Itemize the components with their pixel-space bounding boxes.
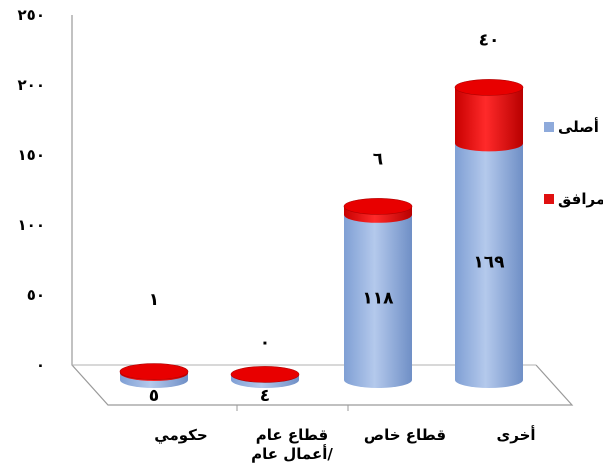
x-category-label-line: حكومي	[154, 426, 207, 444]
bar-top-cap	[454, 79, 524, 96]
category-labels: حكومي قطاع عام/أعمال عام قطاع خاص أخرى	[154, 425, 535, 463]
bar-top-cap	[230, 366, 300, 383]
x-category-label: قطاع عام/أعمال عام	[251, 426, 333, 463]
y-tick-label: ٢٥٠	[18, 6, 45, 24]
y-tick-label: ١٠٠	[18, 216, 45, 234]
y-tick-label: ٢٠٠	[18, 76, 45, 94]
legend-swatch	[544, 194, 554, 204]
data-label-original: ١١٨	[362, 288, 394, 308]
bar-stack	[119, 363, 189, 388]
data-label-companion: ٦	[373, 149, 383, 169]
y-axis-ticks: ٠ ٥٠ ١٠٠ ١٥٠ ٢٠٠ ٢٥٠	[18, 6, 45, 374]
data-label-original: ١٦٩	[473, 253, 505, 273]
bar-stack	[343, 198, 413, 388]
legend-swatch	[544, 122, 554, 132]
x-category-label-line: /أعمال عام	[251, 444, 333, 463]
bar-segment-companion	[455, 87, 523, 152]
x-category-label: قطاع خاص	[364, 426, 446, 444]
data-label-companion: ٤٠	[479, 30, 500, 50]
bar-top-cap	[119, 363, 189, 380]
bar-stack	[454, 79, 524, 388]
x-category-label-line: قطاع عام	[256, 426, 328, 444]
x-category-label-line: أخرى	[496, 425, 535, 444]
x-category-label: حكومي	[154, 426, 207, 444]
y-tick-label: ٥٠	[27, 286, 45, 304]
x-category-label: أخرى	[496, 425, 535, 444]
data-label-original: ٤	[260, 386, 270, 406]
legend-label: أصلى	[558, 117, 599, 136]
bars	[119, 79, 524, 388]
bar-segment-original	[455, 143, 523, 388]
legend: أصلى مرافق	[544, 117, 603, 208]
y-tick-label: ٠	[36, 356, 45, 374]
data-label-original: ٥	[149, 386, 159, 406]
legend-label: مرافق	[558, 190, 603, 208]
bar-top-cap	[343, 198, 413, 215]
data-label-companion: ٠	[260, 333, 270, 353]
x-category-label-line: قطاع خاص	[364, 426, 446, 444]
bar-stack	[230, 366, 300, 388]
y-tick-label: ١٥٠	[18, 146, 45, 164]
axis-walls	[71, 15, 574, 406]
bar-segment-original	[344, 214, 412, 388]
data-label-companion: ١	[149, 290, 159, 310]
legend-item: أصلى	[544, 117, 599, 136]
legend-item: مرافق	[544, 190, 603, 208]
